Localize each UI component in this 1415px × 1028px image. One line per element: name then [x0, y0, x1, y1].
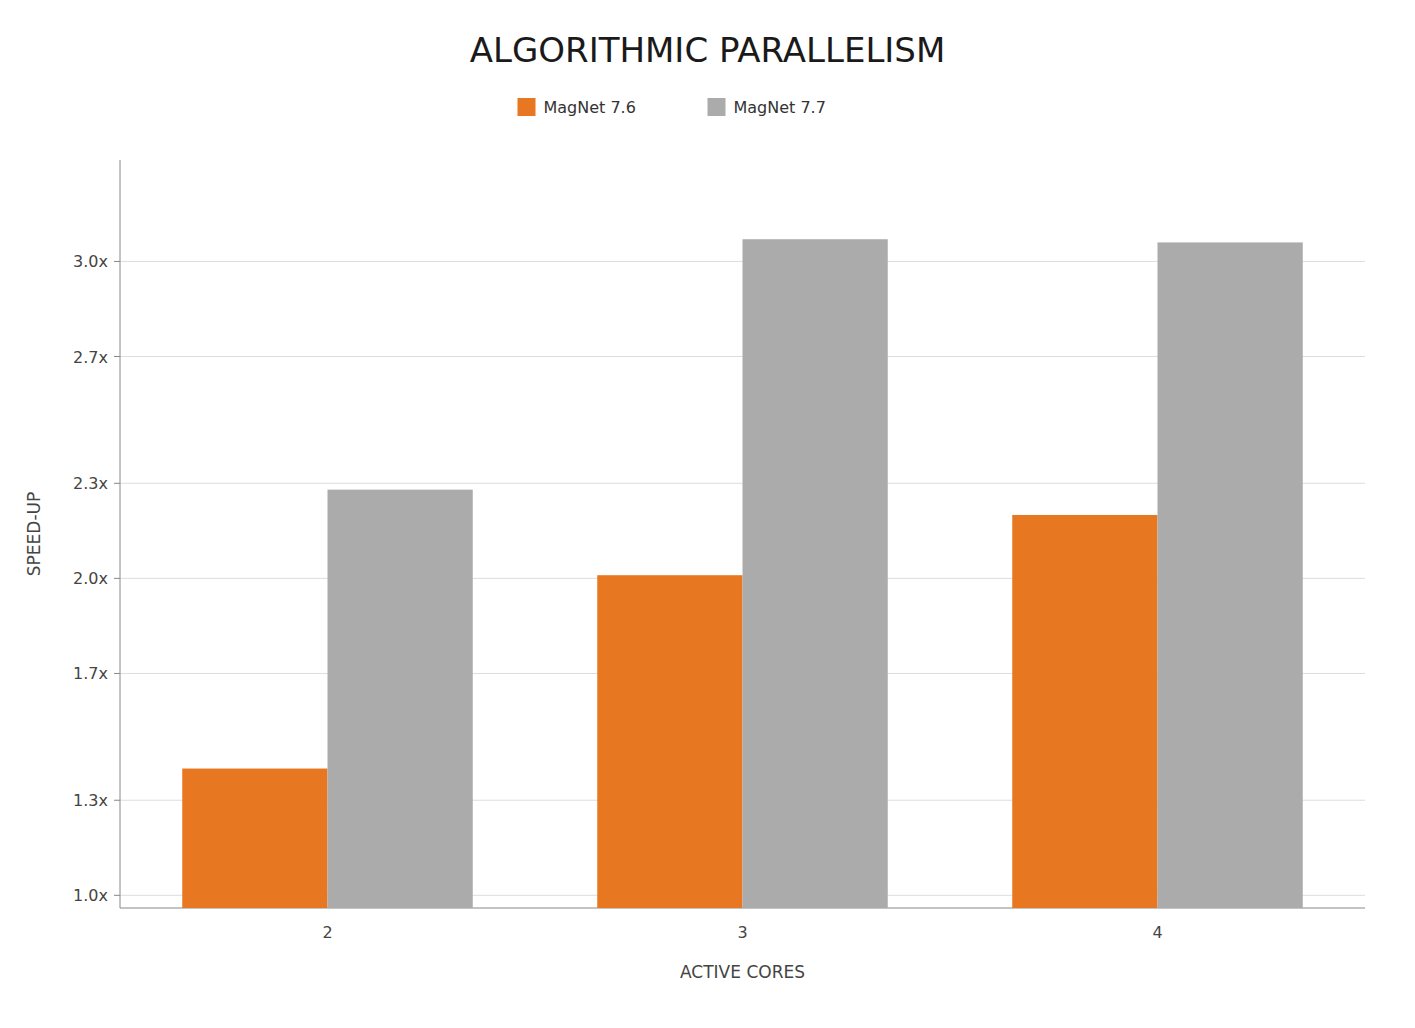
x-axis-label: ACTIVE CORES [680, 962, 805, 982]
tick [114, 895, 120, 896]
bar [1158, 242, 1303, 908]
x-tick-label: 4 [1152, 923, 1162, 942]
bar [328, 490, 473, 908]
y-axis-line [120, 160, 121, 908]
y-tick-label: 1.0x [73, 886, 108, 905]
y-tick-label: 1.7x [73, 664, 108, 683]
y-tick-label: 3.0x [73, 252, 108, 271]
x-tick-label: 3 [737, 923, 747, 942]
legend: MagNet 7.6 MagNet 7.7 [518, 98, 826, 117]
bar [743, 239, 888, 908]
y-tick-label: 2.7x [73, 348, 108, 367]
legend-swatch [708, 98, 726, 116]
bar [597, 575, 742, 908]
tick [114, 578, 120, 579]
chart: ALGORITHMIC PARALLELISMMagNet 7.6MagNet … [0, 0, 1415, 1028]
tick [114, 483, 120, 484]
bar [1012, 515, 1157, 908]
bar [182, 769, 327, 908]
legend-swatch [518, 98, 536, 116]
tick [114, 261, 120, 262]
y-tick-label: 2.0x [73, 569, 108, 588]
tick [114, 673, 120, 674]
bars [182, 239, 1303, 908]
legend-label: MagNet 7.6 [544, 98, 636, 117]
y-axis-label: SPEED-UP [24, 492, 44, 576]
x-tick-label: 2 [322, 923, 332, 942]
tick [114, 356, 120, 357]
y-tick-label: 1.3x [73, 791, 108, 810]
y-tick-label: 2.3x [73, 474, 108, 493]
tick [114, 800, 120, 801]
title: ALGORITHMIC PARALLELISM [470, 30, 946, 70]
legend-label: MagNet 7.7 [734, 98, 826, 117]
